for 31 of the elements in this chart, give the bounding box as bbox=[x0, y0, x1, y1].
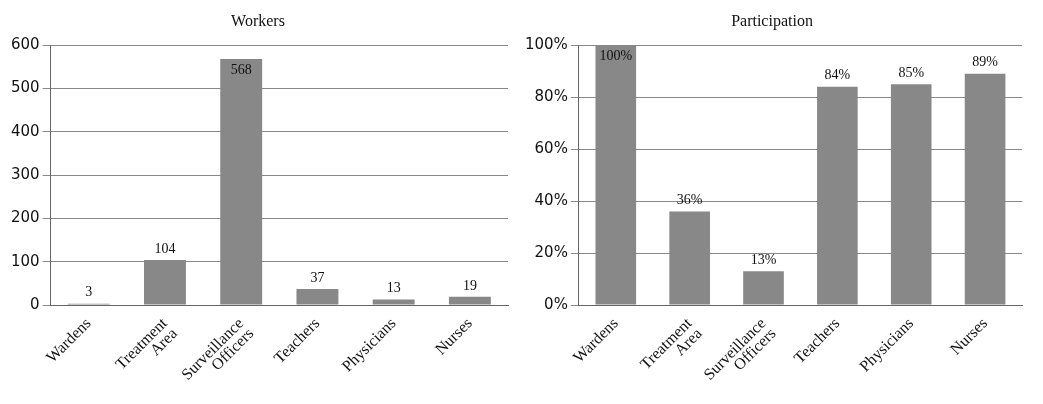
y-tick-label: 100 bbox=[10, 251, 40, 270]
data-label: 13% bbox=[750, 251, 777, 267]
y-tick-label: 60% bbox=[534, 139, 568, 158]
y-tick-label: 80% bbox=[534, 87, 568, 106]
y-tick-label: 20% bbox=[534, 243, 568, 261]
data-label: 100% bbox=[599, 47, 633, 63]
data-label: 89% bbox=[972, 54, 999, 70]
y-tick-label: 40% bbox=[534, 191, 568, 210]
data-label: 3 bbox=[85, 284, 93, 300]
y-tick-label: 600 bbox=[10, 35, 40, 54]
data-label: 36% bbox=[676, 192, 703, 208]
y-tick-label: 400 bbox=[10, 121, 40, 140]
y-tick-label: 0% bbox=[544, 294, 568, 313]
bar bbox=[296, 289, 339, 305]
y-tick-label: 300 bbox=[10, 165, 40, 184]
bar bbox=[448, 296, 491, 305]
data-label: 19 bbox=[462, 277, 477, 293]
y-tick-label: 0 bbox=[30, 294, 40, 313]
chart-title: Workers bbox=[231, 11, 285, 29]
data-label: 85% bbox=[898, 64, 925, 80]
chart-title: Participation bbox=[731, 11, 813, 30]
data-label: 568 bbox=[230, 61, 252, 77]
y-tick-label: 100% bbox=[524, 35, 568, 54]
data-label: 37 bbox=[310, 269, 325, 285]
data-label: 104 bbox=[154, 240, 176, 256]
bar bbox=[743, 271, 784, 305]
data-label: 84% bbox=[824, 67, 851, 83]
data-label: 13 bbox=[386, 280, 401, 296]
bar bbox=[372, 299, 415, 305]
y-tick-label: 200 bbox=[10, 208, 40, 227]
y-tick-label: 500 bbox=[10, 78, 40, 97]
